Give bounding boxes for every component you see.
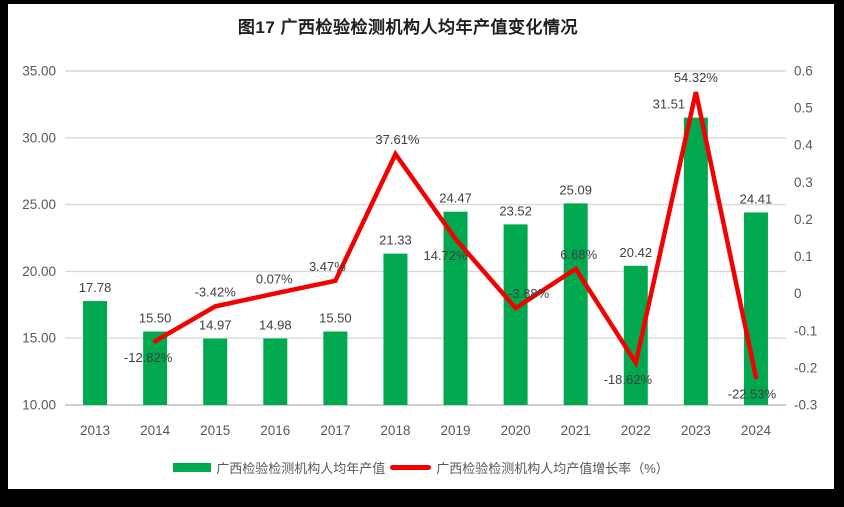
- y-axis-right-tick-label: -0.3: [794, 398, 817, 413]
- bar: [443, 211, 468, 405]
- y-axis-left-tick-label: 35.00: [22, 64, 56, 79]
- bar-series-swatch-icon: [173, 462, 212, 472]
- growth-value-label: -12.82%: [124, 350, 173, 365]
- bar-value-label: 17.78: [79, 280, 112, 295]
- x-axis-year-label: 2021: [561, 423, 591, 438]
- y-axis-left-tick-label: 30.00: [22, 130, 56, 145]
- y-axis-right-tick-label: 0.5: [794, 101, 813, 116]
- y-axis-right-tick-label: 0.1: [794, 249, 813, 264]
- x-axis-year-label: 2019: [441, 423, 471, 438]
- bar-value-label: 24.41: [740, 191, 773, 206]
- growth-line: [152, 91, 759, 380]
- bar-value-label: 14.97: [199, 318, 232, 333]
- growth-value-label: 0.07%: [256, 271, 293, 286]
- bar-value-label: 31.51: [653, 97, 686, 112]
- bar-value-label: 24.47: [439, 191, 472, 206]
- x-axis-year-label: 2023: [681, 423, 711, 438]
- y-axis-right-tick-label: 0.2: [794, 212, 813, 227]
- chart-canvas: 图17 广西检验检测机构人均年产值变化情况 35.00 30.00 25.00 20.…: [8, 4, 834, 489]
- y-axis-right-tick-label: 0.6: [794, 64, 813, 79]
- growth-value-label: -18.62%: [604, 372, 653, 387]
- y-axis-left-tick-label: 20.00: [22, 264, 56, 279]
- bar-value-label: 21.33: [379, 233, 412, 248]
- bar: [563, 203, 588, 405]
- growth-value-label: 37.61%: [375, 132, 420, 147]
- x-axis-year-label: 2013: [80, 423, 110, 438]
- bar-value-label: 14.98: [259, 317, 292, 332]
- x-axis-year-label: 2024: [741, 423, 772, 438]
- y-axis-left-tick-label: 15.00: [22, 331, 56, 346]
- bar: [263, 338, 288, 405]
- legend-label-bar-series: 广西检验检测机构人均年产值: [216, 460, 386, 476]
- x-axis-year-label: 2017: [320, 423, 350, 438]
- growth-value-label: 54.32%: [674, 70, 719, 85]
- bar: [383, 253, 408, 405]
- bar-value-label: 23.52: [499, 203, 532, 218]
- combo-chart: 35.00 30.00 25.00 20.00 15.00 10.00 0.6 0.5 0.4 0…: [22, 64, 817, 439]
- x-axis-year-label: 2022: [621, 423, 651, 438]
- y-axis-left-tick-label: 10.00: [22, 398, 56, 413]
- y-axis-right-tick-label: 0.3: [794, 175, 813, 190]
- x-axis-year-label: 2015: [200, 423, 230, 438]
- chart-title: 图17 广西检验检测机构人均年产值变化情况: [237, 18, 579, 37]
- legend: 广西检验检测机构人均年产值 广西检验检测机构人均产值增长率（%）: [8, 457, 834, 477]
- bar-value-label: 15.50: [139, 311, 172, 326]
- growth-value-label: -3.42%: [195, 284, 237, 299]
- x-axis-year-label: 2016: [260, 423, 290, 438]
- y-axis-right-tick-label: 0: [794, 286, 802, 301]
- y-axis-right-tick-label: -0.2: [794, 360, 817, 375]
- line-series-swatch-icon: [390, 464, 432, 470]
- y-axis-right-tick-label: 0.4: [794, 138, 813, 153]
- growth-value-label: 3.47%: [309, 259, 346, 274]
- growth-value-label: -22.53%: [728, 386, 777, 401]
- bar: [503, 224, 528, 405]
- x-axis-year-label: 2014: [140, 423, 171, 438]
- legend-label-line-series: 广西检验检测机构人均产值增长率（%）: [436, 460, 669, 476]
- y-axis-right-tick-label: -0.1: [794, 323, 817, 338]
- bar-value-label: 20.42: [620, 245, 653, 260]
- legend-item-line-series: 广西检验检测机构人均产值增长率（%）: [390, 458, 669, 477]
- growth-value-label: 14.72%: [423, 248, 468, 263]
- bar: [143, 331, 168, 405]
- x-axis-year-label: 2020: [501, 423, 531, 438]
- x-axis-year-label: 2018: [380, 423, 410, 438]
- growth-value-label: -3.88%: [508, 286, 550, 301]
- bar: [83, 301, 108, 405]
- bar: [203, 338, 228, 405]
- bar-value-label: 25.09: [559, 182, 592, 197]
- growth-value-label: 6.68%: [560, 247, 597, 262]
- bar-value-label: 15.50: [319, 311, 352, 326]
- legend-item-bar-series: 广西检验检测机构人均年产值: [173, 458, 385, 477]
- bar: [323, 331, 348, 405]
- bar: [683, 117, 708, 405]
- y-axis-left-tick-label: 25.00: [22, 197, 56, 212]
